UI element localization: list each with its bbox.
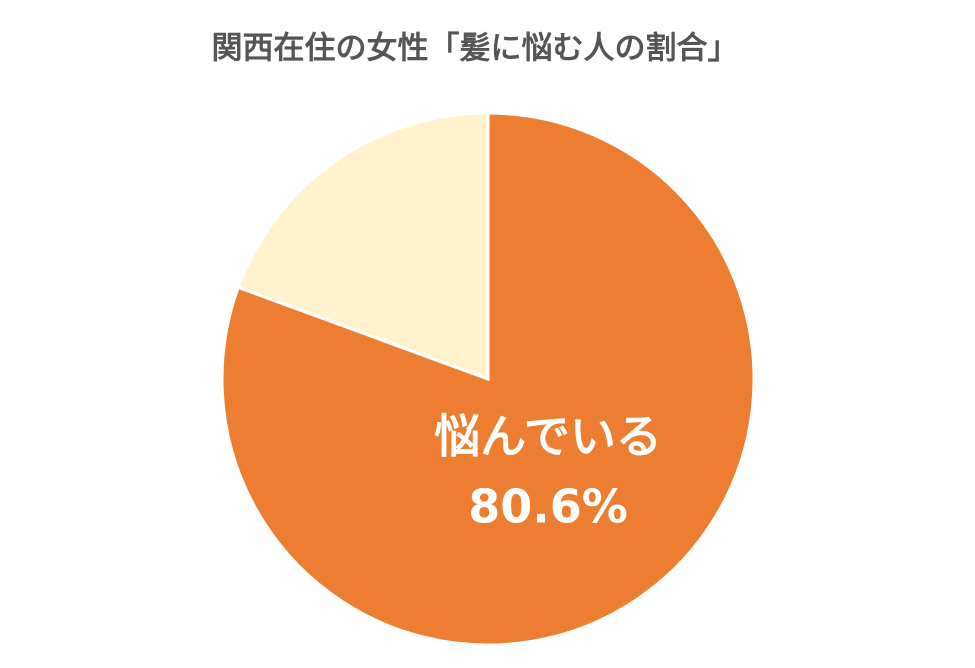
value-label: 80.6% (468, 480, 628, 534)
pie-slice (236, 111, 490, 382)
slice-label: 悩んでいる (434, 410, 662, 464)
chart-title: 関西在住の女性「髪に悩む人の割合」 (212, 31, 739, 67)
